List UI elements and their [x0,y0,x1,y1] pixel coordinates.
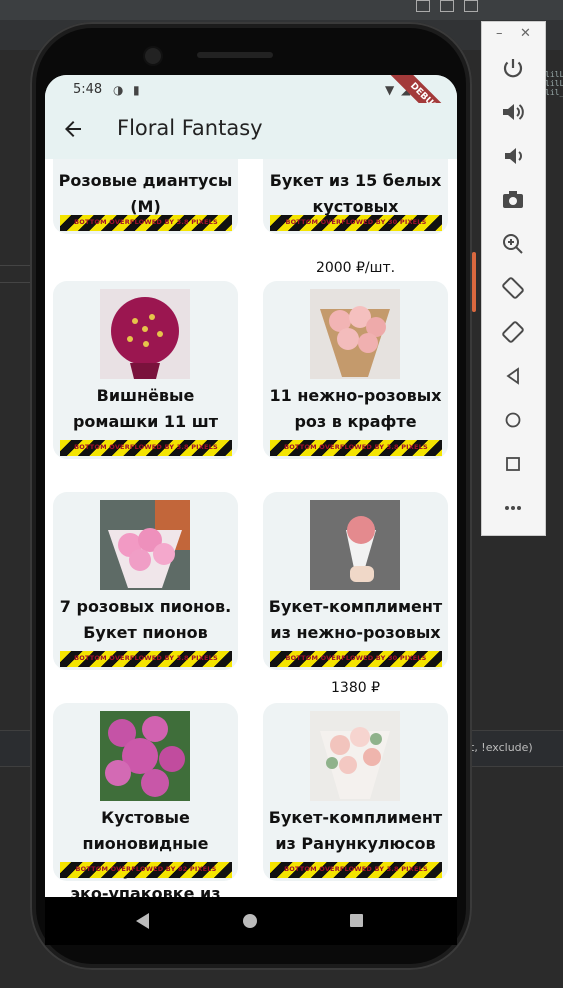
overflow-warning: BOTTOM OVERFLOWED BY 30 PIXELS [270,651,442,667]
back-arrow-icon[interactable] [61,117,85,141]
bouquet-image [310,289,400,379]
product-card[interactable]: Букет-комплимент из нежно-розовых BOTTOM… [263,492,448,670]
front-camera [143,46,163,66]
product-price: 2000 ₽/шт. [315,260,396,276]
earpiece-speaker [197,52,273,58]
app-bar: Floral Fantasy [45,103,457,159]
bouquet-image [310,500,400,590]
ide-layout-icon-2[interactable] [440,0,454,12]
overflow-warning: BOTTOM OVERFLOWED BY 82 PIXELS [60,862,232,878]
minimize-icon[interactable]: – [496,26,503,41]
overflow-warning: BOTTOM OVERFLOWED BY 30 PIXELS [270,215,442,231]
wifi-icon: ▼ [385,83,395,97]
overflow-warning-text: BOTTOM OVERFLOWED BY 3.8 PIXELS [284,865,428,873]
product-description-overflow: эко-упаковке из [70,884,221,897]
close-icon[interactable]: ✕ [520,26,531,41]
ide-layout-icon-3[interactable] [464,0,478,12]
ide-code-fragment: lilL lilL lil_ [545,70,563,97]
zoom-icon[interactable] [499,230,527,258]
product-grid[interactable]: Розовые диантусы (M) BOTTOM OVERFLOWED B… [45,159,457,897]
overflow-warning: BOTTOM OVERFLOWED BY 3.8 PIXELS [270,862,442,878]
overflow-warning-text: BOTTOM OVERFLOWED BY 3.8 PIXELS [284,443,428,451]
product-card[interactable]: 11 нежно-розовых роз в крафте BOTTOM OVE… [263,281,448,459]
back-icon[interactable] [499,362,527,390]
ide-search-hint: t, !exclude) [470,741,533,754]
ide-scroll-marker [472,252,476,312]
power-icon[interactable] [499,54,527,82]
product-name: Вишнёвые ромашки 11 шт [72,386,219,431]
product-card[interactable]: Букет-комплимент из Ранункулюсов BOTTOM … [263,703,448,881]
status-bar: 5:48 ◑ ▮ ▼ ◢ ▮ DEBUG [45,75,457,142]
product-price: 1380 ₽ [331,680,380,696]
nav-back-icon[interactable] [136,913,149,929]
product-name: Букет-комплимент из нежно-розовых [268,597,443,642]
volume-down-icon[interactable] [499,142,527,170]
rotate-left-icon[interactable] [499,274,527,302]
data-saver-icon: ◑ [113,83,124,97]
emulator-toolbar: – ✕ [481,21,546,536]
product-name: 11 нежно-розовых роз в крафте [269,386,442,431]
overview-icon[interactable] [499,450,527,478]
overflow-warning-text: BOTTOM OVERFLOWED BY 30 PIXELS [285,218,427,226]
overflow-warning-text: BOTTOM OVERFLOWED BY 3.8 PIXELS [74,443,218,451]
ide-window-icons [416,0,478,12]
overflow-warning: BOTTOM OVERFLOWED BY 3.8 PIXELS [60,651,232,667]
overflow-warning-text: BOTTOM OVERFLOWED BY 3.8 PIXELS [74,218,218,226]
ide-divider [0,282,40,283]
product-card[interactable]: Вишнёвые ромашки 11 шт BOTTOM OVERFLOWED… [53,281,238,459]
page-title: Floral Fantasy [117,116,263,140]
volume-up-icon[interactable] [499,98,527,126]
sd-card-icon: ▮ [133,83,140,97]
system-navigation-bar [45,897,457,945]
ide-layout-icon-1[interactable] [416,0,430,12]
status-time: 5:48 [73,82,103,97]
product-name: Букет из 15 белых кустовых [269,171,442,216]
product-card[interactable]: Розовые диантусы (M) BOTTOM OVERFLOWED B… [53,159,238,234]
product-name: Букет-комплимент из Ранункулюсов [268,808,443,853]
product-name: Розовые диантусы (M) [58,171,233,216]
more-icon[interactable] [499,494,527,522]
product-card[interactable]: 7 розовых пионов. Букет пионов BOTTOM OV… [53,492,238,670]
bouquet-image [310,711,400,801]
product-name: 7 розовых пионов. Букет пионов [59,597,232,642]
overflow-warning-text: BOTTOM OVERFLOWED BY 3.8 PIXELS [74,654,218,662]
rotate-right-icon[interactable] [499,318,527,346]
overflow-warning-text: BOTTOM OVERFLOWED BY 82 PIXELS [75,865,217,873]
bouquet-image [100,289,190,379]
overflow-warning: BOTTOM OVERFLOWED BY 3.8 PIXELS [270,440,442,456]
overflow-warning-text: BOTTOM OVERFLOWED BY 30 PIXELS [285,654,427,662]
product-card[interactable]: Кустовые пионовидные розы BOTTOM OVERFLO… [53,703,238,881]
bouquet-image [100,500,190,590]
device-screen: 5:48 ◑ ▮ ▼ ◢ ▮ DEBUG Floral Fantasy Розо… [45,75,457,897]
ide-divider [0,265,40,266]
emulator-toolbar-header: – ✕ [482,22,545,48]
nav-recents-icon[interactable] [350,914,363,927]
camera-icon[interactable] [499,186,527,214]
nav-home-icon[interactable] [243,914,257,928]
overflow-warning: BOTTOM OVERFLOWED BY 3.8 PIXELS [60,215,232,231]
product-card[interactable]: Букет из 15 белых кустовых BOTTOM OVERFL… [263,159,448,234]
bouquet-image [100,711,190,801]
overflow-warning: BOTTOM OVERFLOWED BY 3.8 PIXELS [60,440,232,456]
home-icon[interactable] [499,406,527,434]
